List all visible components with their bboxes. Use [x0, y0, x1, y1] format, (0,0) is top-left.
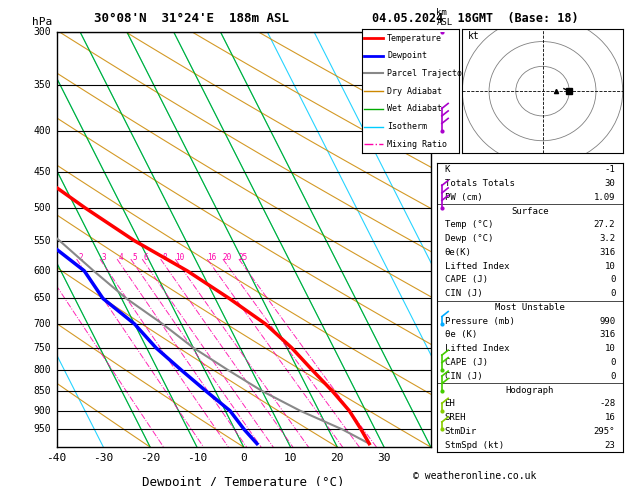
- Text: StmSpd (kt): StmSpd (kt): [445, 441, 504, 450]
- Text: SREH: SREH: [445, 413, 466, 422]
- Text: Surface: Surface: [511, 207, 548, 215]
- Text: 5: 5: [133, 253, 137, 262]
- Text: 4: 4: [437, 277, 442, 287]
- Text: 3.2: 3.2: [599, 234, 615, 243]
- Text: 550: 550: [33, 236, 51, 246]
- Text: 16: 16: [207, 253, 216, 262]
- Text: 1.09: 1.09: [594, 193, 615, 202]
- Text: 6: 6: [144, 253, 148, 262]
- Text: 3: 3: [437, 319, 442, 329]
- Text: Pressure (mb): Pressure (mb): [445, 317, 515, 326]
- Text: Dewp (°C): Dewp (°C): [445, 234, 493, 243]
- Text: Temp (°C): Temp (°C): [445, 220, 493, 229]
- Text: CIN (J): CIN (J): [445, 289, 482, 298]
- Text: 0: 0: [610, 276, 615, 284]
- Text: 316: 316: [599, 330, 615, 339]
- Text: hPa: hPa: [31, 17, 52, 27]
- Text: Temperature: Temperature: [387, 34, 442, 42]
- Text: -28: -28: [599, 399, 615, 408]
- Text: 600: 600: [33, 266, 51, 276]
- Text: 7: 7: [437, 135, 442, 144]
- Text: 5: 5: [437, 236, 442, 246]
- Text: 16: 16: [604, 413, 615, 422]
- Text: 30°08'N  31°24'E  188m ASL: 30°08'N 31°24'E 188m ASL: [94, 12, 289, 25]
- Text: 950: 950: [33, 424, 51, 434]
- Text: kt: kt: [468, 31, 479, 41]
- Text: -1: -1: [604, 165, 615, 174]
- Text: 300: 300: [33, 27, 51, 36]
- Text: Wet Adiabat: Wet Adiabat: [387, 104, 442, 113]
- Text: θe (K): θe (K): [445, 330, 477, 339]
- Text: Parcel Trajectory: Parcel Trajectory: [387, 69, 472, 78]
- Text: Totals Totals: Totals Totals: [445, 179, 515, 188]
- Text: 8: 8: [437, 85, 442, 95]
- Text: 1: 1: [437, 406, 442, 416]
- Text: 650: 650: [33, 294, 51, 303]
- Text: CAPE (J): CAPE (J): [445, 276, 487, 284]
- Text: 23: 23: [604, 441, 615, 450]
- Text: 350: 350: [33, 80, 51, 90]
- Text: 10: 10: [604, 261, 615, 271]
- Text: 8: 8: [162, 253, 167, 262]
- Text: 04.05.2024  18GMT  (Base: 18): 04.05.2024 18GMT (Base: 18): [372, 12, 578, 25]
- Text: 500: 500: [33, 203, 51, 213]
- Text: 0: 0: [610, 289, 615, 298]
- Text: CIN (J): CIN (J): [445, 372, 482, 381]
- Text: 2: 2: [78, 253, 83, 262]
- Text: 295°: 295°: [594, 427, 615, 436]
- Text: 10: 10: [175, 253, 184, 262]
- Text: 25: 25: [238, 253, 248, 262]
- Text: Lifted Index: Lifted Index: [445, 261, 509, 271]
- Text: 450: 450: [33, 167, 51, 176]
- Text: K: K: [445, 165, 450, 174]
- Text: Isotherm: Isotherm: [387, 122, 427, 131]
- Text: Mixing Ratio: Mixing Ratio: [387, 140, 447, 149]
- Text: Dry Adiabat: Dry Adiabat: [387, 87, 442, 96]
- Text: PW (cm): PW (cm): [445, 193, 482, 202]
- Text: EH: EH: [445, 399, 455, 408]
- Text: 400: 400: [33, 126, 51, 136]
- Text: 750: 750: [33, 343, 51, 353]
- Text: km
ASL: km ASL: [437, 8, 453, 27]
- Text: 316: 316: [599, 248, 615, 257]
- Text: θe(K): θe(K): [445, 248, 472, 257]
- Text: CAPE (J): CAPE (J): [445, 358, 487, 367]
- Text: 0: 0: [610, 358, 615, 367]
- Text: StmDir: StmDir: [445, 427, 477, 436]
- Text: 30: 30: [604, 179, 615, 188]
- Text: 700: 700: [33, 319, 51, 329]
- Text: Hodograph: Hodograph: [506, 385, 554, 395]
- Text: 990: 990: [599, 317, 615, 326]
- Text: 900: 900: [33, 406, 51, 416]
- Text: Lifted Index: Lifted Index: [445, 344, 509, 353]
- Text: 4: 4: [119, 253, 123, 262]
- Text: © weatheronline.co.uk: © weatheronline.co.uk: [413, 471, 537, 481]
- Text: Dewpoint: Dewpoint: [387, 51, 427, 60]
- Text: 850: 850: [33, 386, 51, 396]
- Text: 0: 0: [610, 372, 615, 381]
- Text: 3: 3: [102, 253, 106, 262]
- Text: 800: 800: [33, 365, 51, 375]
- Text: 6: 6: [437, 189, 442, 199]
- Text: 2: 2: [437, 365, 442, 375]
- Text: 27.2: 27.2: [594, 220, 615, 229]
- Text: Mixing Ratio (g/kg): Mixing Ratio (g/kg): [452, 184, 462, 295]
- Text: Most Unstable: Most Unstable: [495, 303, 565, 312]
- Text: 20: 20: [223, 253, 232, 262]
- Text: 10: 10: [604, 344, 615, 353]
